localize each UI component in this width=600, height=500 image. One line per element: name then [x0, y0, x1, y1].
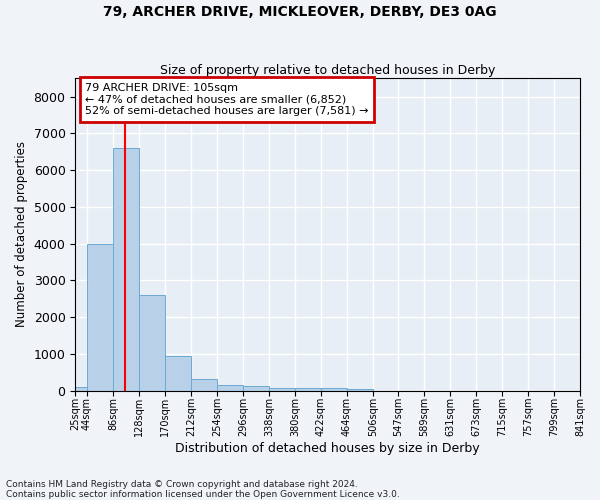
Bar	[191, 378, 217, 390]
Bar	[113, 148, 139, 390]
Bar	[269, 388, 295, 390]
Bar	[165, 356, 191, 390]
Title: Size of property relative to detached houses in Derby: Size of property relative to detached ho…	[160, 64, 496, 77]
Text: 79, ARCHER DRIVE, MICKLEOVER, DERBY, DE3 0AG: 79, ARCHER DRIVE, MICKLEOVER, DERBY, DE3…	[103, 5, 497, 19]
Bar	[321, 388, 347, 390]
Bar	[295, 388, 321, 390]
Bar	[139, 295, 165, 390]
Bar	[243, 386, 269, 390]
Text: 79 ARCHER DRIVE: 105sqm
← 47% of detached houses are smaller (6,852)
52% of semi: 79 ARCHER DRIVE: 105sqm ← 47% of detache…	[85, 83, 369, 116]
Bar	[75, 387, 87, 390]
Bar	[347, 389, 373, 390]
Bar	[87, 244, 113, 390]
Y-axis label: Number of detached properties: Number of detached properties	[15, 142, 28, 328]
X-axis label: Distribution of detached houses by size in Derby: Distribution of detached houses by size …	[175, 442, 480, 455]
Text: Contains HM Land Registry data © Crown copyright and database right 2024.
Contai: Contains HM Land Registry data © Crown c…	[6, 480, 400, 499]
Bar	[217, 385, 243, 390]
